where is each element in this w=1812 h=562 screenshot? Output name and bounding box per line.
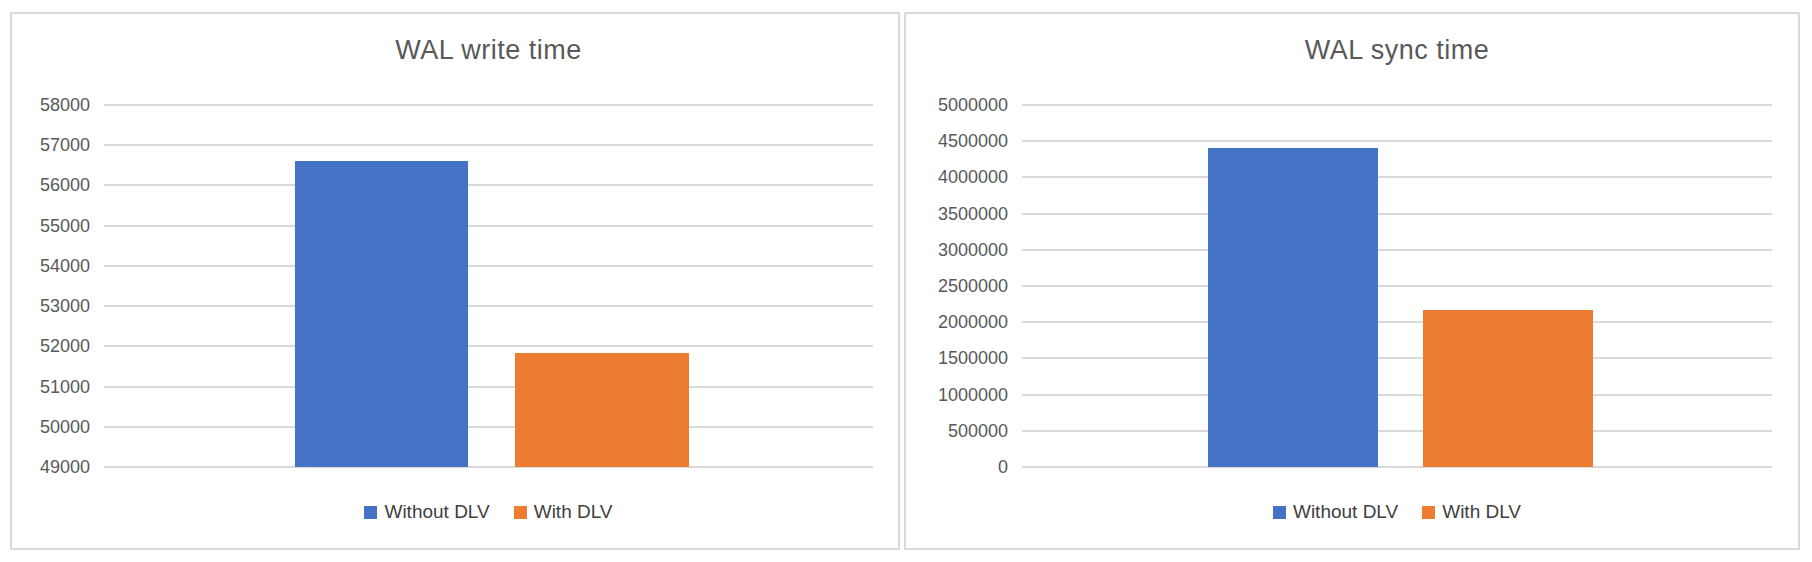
y-tick-label: 51000 — [40, 376, 90, 397]
gridline — [104, 104, 873, 106]
legend-swatch-without-dlv — [1273, 506, 1286, 519]
chart-area: 58000 57000 56000 55000 54000 53000 52000 51000… — [12, 14, 898, 548]
gridline — [1022, 466, 1772, 468]
legend-label-without-dlv: Without DLV — [384, 501, 489, 523]
y-tick-label: 56000 — [40, 175, 90, 196]
y-tick-label: 5000000 — [938, 95, 1008, 116]
y-tick-label: 55000 — [40, 215, 90, 236]
y-tick-label: 49000 — [40, 457, 90, 478]
y-tick-label: 0 — [998, 457, 1008, 478]
legend: Without DLV With DLV — [104, 501, 873, 523]
gridline — [104, 305, 873, 307]
gridline — [104, 184, 873, 186]
y-axis: 5800057000560005500054000530005200051000… — [12, 105, 90, 467]
y-tick-label: 2500000 — [938, 276, 1008, 297]
wal-write-time-chart-panel: WAL write time 5800057000560005500054000… — [10, 12, 900, 550]
gridline — [1022, 213, 1772, 215]
legend-label-without-dlv: Without DLV — [1293, 501, 1398, 523]
y-tick-label: 58000 — [40, 95, 90, 116]
wal-sync-time-chart-panel: WAL sync time 50000004500000400000035000… — [904, 12, 1800, 550]
gridline — [1022, 249, 1772, 251]
legend-item-with-dlv[interactable]: With DLV — [1422, 501, 1521, 523]
plot-area — [1022, 105, 1772, 467]
y-tick-label: 4500000 — [938, 131, 1008, 152]
y-axis: 5000000450000040000003500000300000025000… — [906, 105, 1008, 467]
gridline — [104, 225, 873, 227]
legend-label-with-dlv: With DLV — [1442, 501, 1521, 523]
bar-with-dlv[interactable] — [515, 353, 689, 467]
legend-swatch-with-dlv — [514, 506, 527, 519]
gridline — [104, 466, 873, 468]
bar-without-dlv[interactable] — [295, 161, 469, 467]
y-tick-label: 500000 — [948, 420, 1008, 441]
gridline — [1022, 357, 1772, 359]
y-tick-label: 54000 — [40, 255, 90, 276]
y-tick-label: 2000000 — [938, 312, 1008, 333]
gridline — [1022, 285, 1772, 287]
gridline — [104, 426, 873, 428]
gridline — [1022, 430, 1772, 432]
y-tick-label: 3500000 — [938, 203, 1008, 224]
y-tick-label: 52000 — [40, 336, 90, 357]
y-tick-label: 57000 — [40, 135, 90, 156]
y-tick-label: 53000 — [40, 296, 90, 317]
gridline — [104, 386, 873, 388]
legend-item-without-dlv[interactable]: Without DLV — [1273, 501, 1398, 523]
legend-item-with-dlv[interactable]: With DLV — [514, 501, 613, 523]
y-tick-label: 1000000 — [938, 384, 1008, 405]
gridline — [1022, 321, 1772, 323]
bar-without-dlv[interactable] — [1208, 148, 1378, 467]
gridline — [104, 265, 873, 267]
legend-swatch-without-dlv — [364, 506, 377, 519]
chart-area: 5000000450000040000003500000300000025000… — [906, 14, 1798, 548]
legend: Without DLV With DLV — [1022, 501, 1772, 523]
y-tick-label: 1500000 — [938, 348, 1008, 369]
legend-item-without-dlv[interactable]: Without DLV — [364, 501, 489, 523]
y-tick-label: 3000000 — [938, 239, 1008, 260]
bar-with-dlv[interactable] — [1423, 310, 1593, 467]
gridline — [1022, 140, 1772, 142]
gridline — [1022, 104, 1772, 106]
legend-swatch-with-dlv — [1422, 506, 1435, 519]
gridline — [1022, 176, 1772, 178]
gridline — [104, 144, 873, 146]
plot-area — [104, 105, 873, 467]
gridline — [1022, 394, 1772, 396]
legend-label-with-dlv: With DLV — [534, 501, 613, 523]
two-charts-canvas: { "chart_data": [ { "type": "bar", "titl… — [0, 0, 1812, 562]
y-tick-label: 4000000 — [938, 167, 1008, 188]
gridline — [104, 345, 873, 347]
y-tick-label: 50000 — [40, 416, 90, 437]
